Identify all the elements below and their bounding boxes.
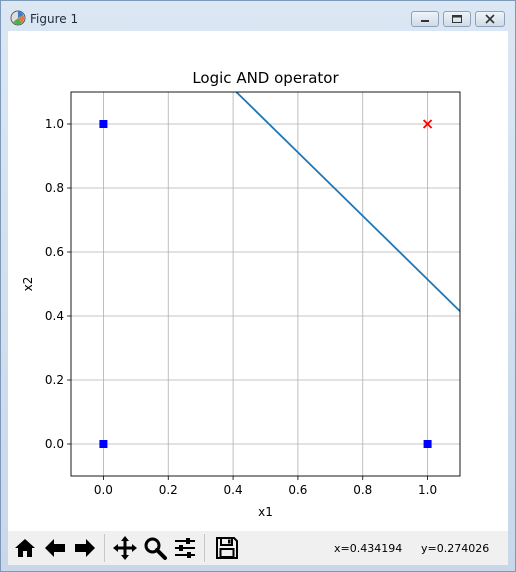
arrow-left-icon <box>45 539 65 557</box>
x-tick-label: 1.0 <box>418 483 437 497</box>
y-coordinate-readout: y=0.274026 <box>421 542 490 555</box>
toolbar-separator <box>204 534 205 562</box>
decision-boundary-line <box>235 92 460 312</box>
minimize-button[interactable] <box>411 11 439 27</box>
close-button[interactable] <box>475 11 505 27</box>
x-tick-label: 0.0 <box>94 483 113 497</box>
axes-frame <box>70 91 461 477</box>
close-icon <box>485 14 495 24</box>
matplotlib-logo-icon <box>10 10 26 26</box>
forward-button[interactable] <box>72 535 98 561</box>
data-point-square <box>423 440 432 448</box>
magnifier-icon <box>144 537 167 560</box>
save-button[interactable] <box>214 535 240 561</box>
arrow-right-icon <box>75 539 95 557</box>
maximize-icon <box>452 15 462 23</box>
maximize-button[interactable] <box>443 11 471 27</box>
toolbar-separator <box>104 534 105 562</box>
x-tick-label: 0.6 <box>288 483 307 497</box>
move-icon <box>113 536 137 560</box>
home-icon <box>15 539 35 557</box>
configure-subplots-button[interactable] <box>172 535 198 561</box>
y-tick-label: 0.6 <box>45 245 64 259</box>
x-tick-label: 0.8 <box>353 483 372 497</box>
back-button[interactable] <box>42 535 68 561</box>
x-axis-label: x1 <box>258 505 273 519</box>
window-title: Figure 1 <box>30 12 79 26</box>
chart[interactable]: 0.0 0.2 0.4 0.6 0.8 1.0 0.0 0.2 0.4 0.6 0.8 1.0 Logi… <box>8 31 508 531</box>
y-tick-label: 0.4 <box>45 309 64 323</box>
chart-title: Logic AND operator <box>192 69 339 87</box>
pan-button[interactable] <box>112 535 138 561</box>
x-coordinate-readout: x=0.434194 <box>334 542 403 555</box>
floppy-disk-icon <box>216 537 238 559</box>
zoom-button[interactable] <box>142 535 168 561</box>
data-point-square <box>99 120 108 128</box>
navigation-toolbar: x=0.434194 y=0.274026 <box>8 531 508 565</box>
figure-canvas[interactable]: 0.0 0.2 0.4 0.6 0.8 1.0 0.0 0.2 0.4 0.6 0.8 1.0 Logi… <box>8 31 508 531</box>
minimize-icon <box>421 20 429 22</box>
sliders-icon <box>175 538 195 558</box>
home-button[interactable] <box>12 535 38 561</box>
y-tick-label: 0.8 <box>45 181 64 195</box>
y-tick-label: 0.2 <box>45 373 64 387</box>
data-point-square <box>99 440 108 448</box>
title-bar[interactable]: Figure 1 <box>1 1 515 31</box>
x-tick-label: 0.2 <box>159 483 178 497</box>
y-axis-label: x2 <box>21 277 35 292</box>
x-tick-label: 0.4 <box>224 483 243 497</box>
y-tick-label: 0.0 <box>45 437 64 451</box>
data-point-x <box>422 119 433 129</box>
y-tick-label: 1.0 <box>45 117 64 131</box>
